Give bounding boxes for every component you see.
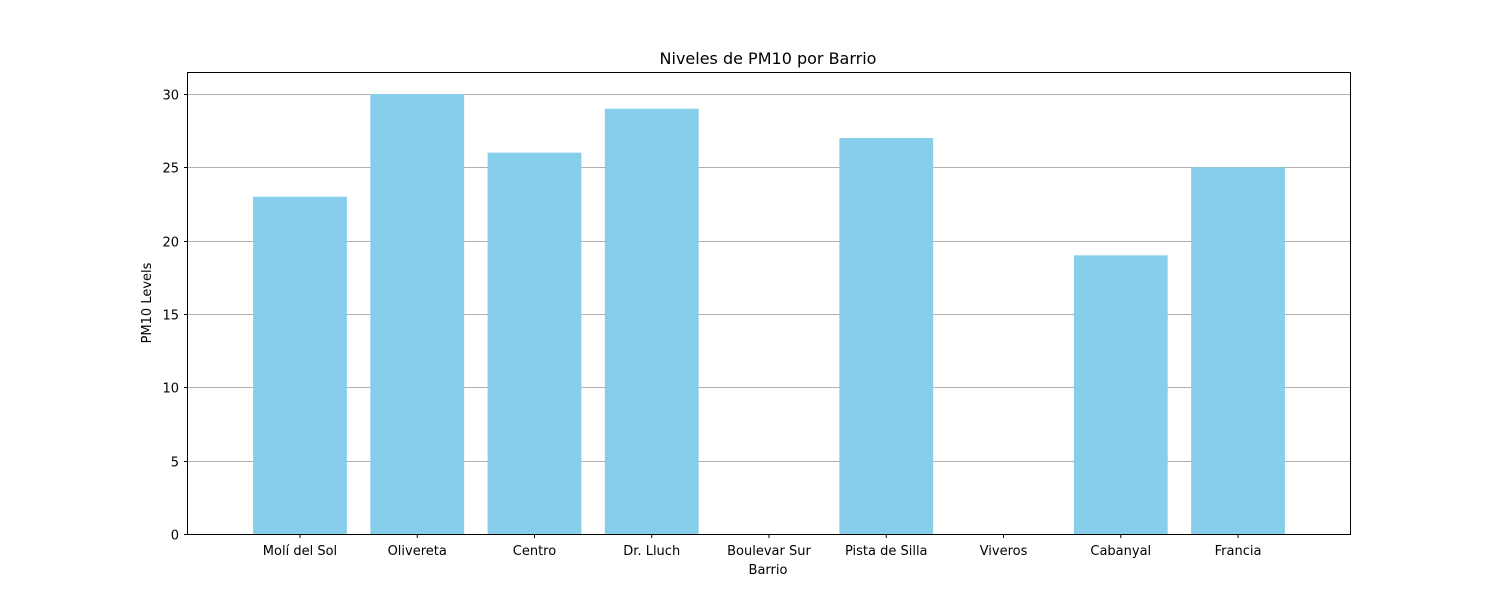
y-tick-label: 5 (171, 456, 179, 471)
bar-cabanyal (1073, 255, 1168, 535)
x-tick-label: Cabanyal (1090, 544, 1151, 559)
y-tick-label: 15 (162, 309, 179, 324)
bar-mol-del-sol (253, 196, 347, 534)
x-tick-label: Pista de Silla (845, 544, 928, 559)
x-tick-label: Viveros (980, 544, 1028, 559)
y-tick-label: 10 (162, 382, 179, 397)
bar-dr-lluch (604, 108, 699, 535)
x-tick-label: Olivereta (388, 544, 447, 559)
y-tick-label: 20 (162, 236, 179, 251)
bar-pista-de-silla (839, 138, 934, 534)
x-axis-ticks: Molí del Sol Olivereta Centro Dr. Lluch Boul… (263, 534, 1262, 559)
x-tick-label: Dr. Lluch (623, 544, 680, 559)
x-tick-label: Francia (1215, 544, 1262, 559)
bars (253, 94, 1285, 535)
y-tick-label: 30 (162, 89, 179, 104)
x-tick-label: Molí del Sol (263, 544, 337, 559)
plot-frame (187, 72, 1351, 535)
bar-centro (487, 152, 582, 534)
x-tick-label: Boulevar Sur (727, 544, 811, 559)
x-tick-label: Centro (513, 544, 556, 559)
bar-olivereta (370, 94, 465, 534)
grid-lines (188, 94, 1350, 462)
y-axis-ticks: 0 5 10 15 20 25 30 (162, 89, 188, 544)
y-tick-label: 0 (171, 529, 179, 544)
x-axis-label: Barrio (749, 563, 788, 578)
chart-title: Niveles de PM10 por Barrio (660, 49, 877, 68)
bar-francia (1191, 167, 1285, 535)
y-axis-label: PM10 Levels (140, 262, 155, 343)
y-tick-label: 25 (162, 162, 179, 177)
